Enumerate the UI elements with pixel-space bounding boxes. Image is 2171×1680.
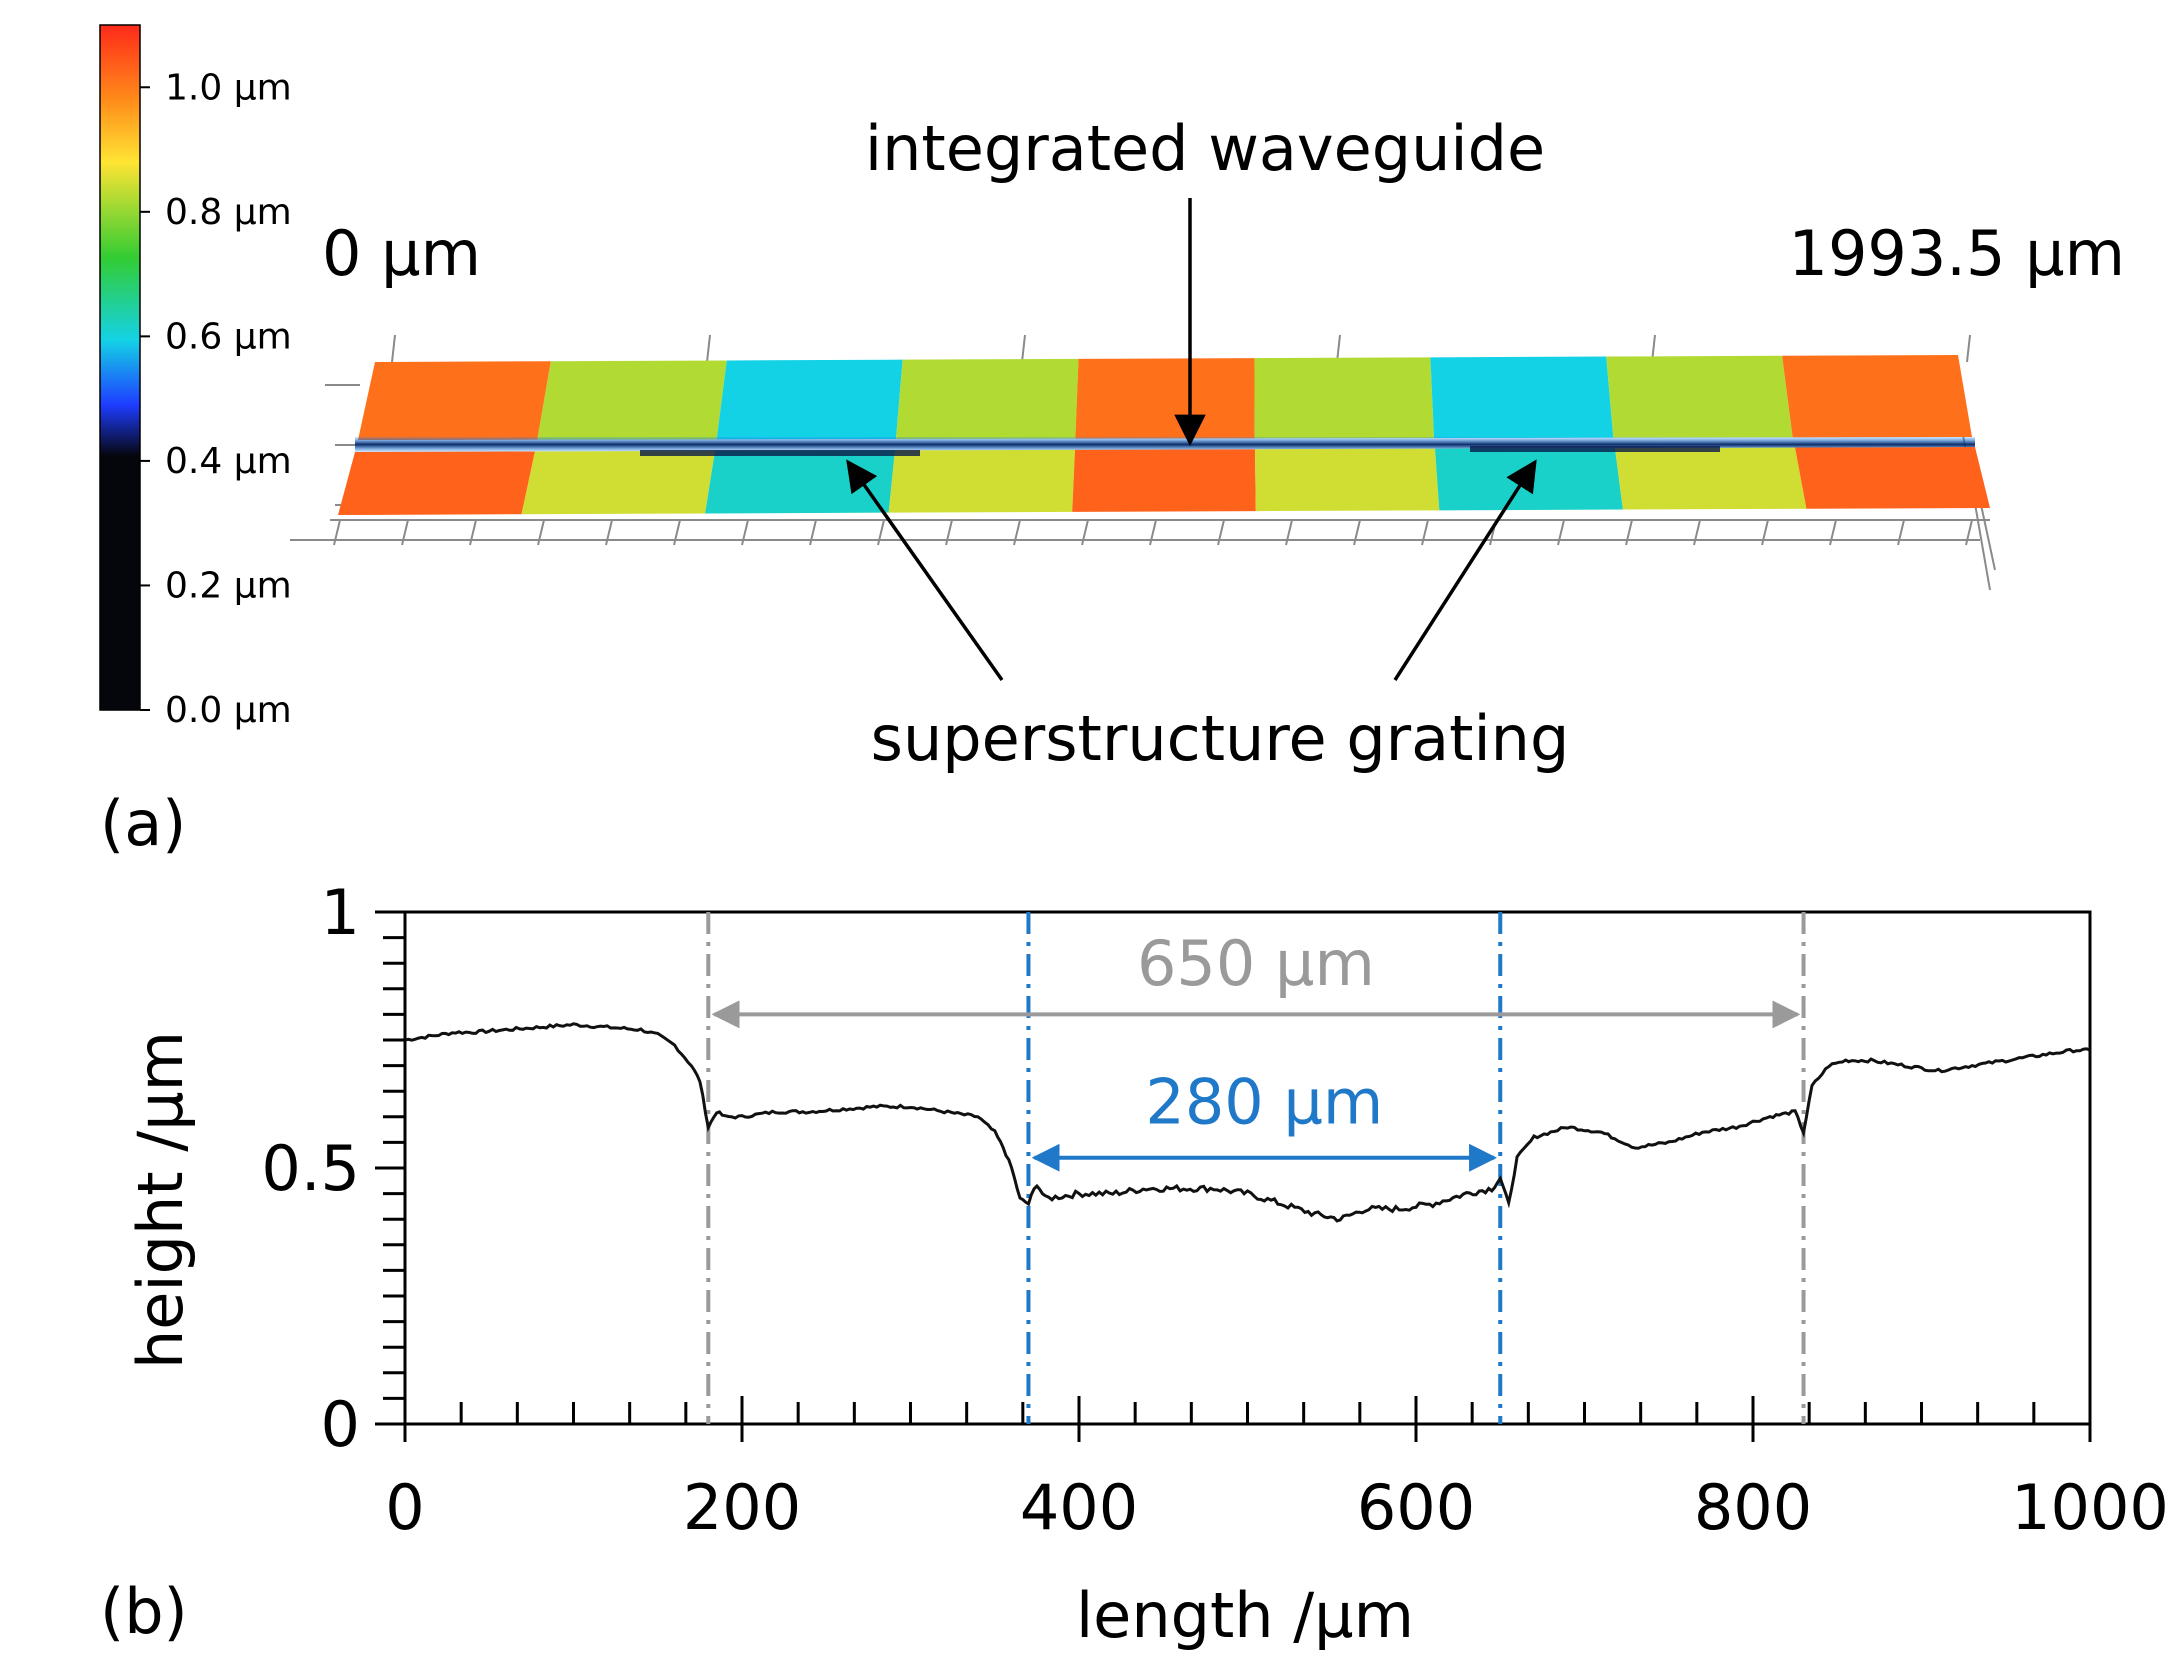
strip-segment bbox=[1255, 448, 1440, 512]
strip-segment bbox=[896, 358, 1079, 439]
strip-segment bbox=[1615, 447, 1807, 510]
y-axis-label: height /µm bbox=[124, 1031, 197, 1369]
boundary-markers bbox=[706, 912, 1806, 1424]
x-axis: 0 200 400 600 800 1000 bbox=[385, 1396, 2169, 1544]
strip-grid-tick bbox=[605, 519, 613, 546]
strip-grid-tick bbox=[1966, 334, 1971, 363]
waveguide-label: integrated waveguide bbox=[865, 112, 1545, 185]
strip-start-label: 0 µm bbox=[322, 217, 481, 290]
strip-grid-tick bbox=[1149, 519, 1157, 546]
strip-grid-tick bbox=[1421, 519, 1429, 546]
strip-grid-tick bbox=[741, 519, 749, 546]
strip-end-label: 1993.5 µm bbox=[1789, 217, 2126, 290]
strip-segment bbox=[716, 359, 903, 440]
strip-grid-tick bbox=[1081, 519, 1089, 546]
colorbar-tick-label: 0.4 µm bbox=[165, 441, 292, 482]
strip-grid-tick bbox=[945, 519, 953, 546]
colorbar bbox=[99, 24, 141, 711]
strip-grid-tick bbox=[1625, 519, 1633, 546]
x-tick-label: 1000 bbox=[2011, 1471, 2169, 1544]
strip-grid-tick bbox=[1761, 519, 1769, 546]
strip-segment bbox=[1606, 355, 1793, 438]
colorbar-tick-label: 0.8 µm bbox=[165, 192, 292, 233]
series-group bbox=[404, 1022, 2091, 1223]
strip-grid-tick bbox=[1353, 519, 1361, 546]
grating-label: superstructure grating bbox=[871, 702, 1570, 775]
span-annotations: 650 µm 280 µm bbox=[711, 927, 1801, 1172]
y-tick-label: 1 bbox=[321, 876, 360, 949]
strip-segment bbox=[537, 360, 727, 440]
strip-segment bbox=[338, 451, 535, 515]
strip-segment bbox=[1075, 358, 1255, 439]
strip-segment bbox=[888, 449, 1075, 513]
strip-grid-tick bbox=[401, 519, 409, 546]
panel-b-label: (b) bbox=[100, 1575, 188, 1648]
grating-arrow-right bbox=[1393, 459, 1537, 681]
x-axis-label: length /µm bbox=[1076, 1579, 1414, 1652]
x-tick-label: 600 bbox=[1357, 1471, 1475, 1544]
strip-segment bbox=[705, 450, 895, 514]
waveguide-dark-trough-2 bbox=[1470, 446, 1720, 452]
span-label: 280 µm bbox=[1145, 1065, 1383, 1138]
y-tick-label: 0 bbox=[321, 1388, 360, 1461]
strip-segment bbox=[1795, 447, 1990, 509]
strip-grid-tick bbox=[469, 519, 477, 546]
grating-arrow-left bbox=[846, 459, 1004, 682]
strip-grid-tick bbox=[1965, 519, 1973, 546]
y-axis: 00.51 bbox=[261, 876, 405, 1461]
span-label: 650 µm bbox=[1137, 927, 1375, 1000]
x-tick-label: 400 bbox=[1020, 1471, 1138, 1544]
strip-grid-tick bbox=[1021, 334, 1026, 363]
x-tick-label: 200 bbox=[683, 1471, 801, 1544]
strip-grid-tick bbox=[877, 519, 885, 546]
strip-grid-tick bbox=[1285, 519, 1293, 546]
series-line bbox=[404, 1022, 2091, 1223]
height-map-strip bbox=[338, 355, 1990, 515]
strip-segment bbox=[358, 361, 551, 440]
strip-grid-ticks bbox=[333, 334, 1973, 546]
colorbar-ticks: 1.0 µm 0.8 µm 0.6 µm 0.4 µm 0.2 µm 0.0 µm bbox=[140, 67, 292, 731]
strip-grid-tick bbox=[537, 519, 545, 546]
panel-a-label: (a) bbox=[100, 787, 186, 860]
colorbar-tick-label: 1.0 µm bbox=[165, 67, 292, 108]
strip-grid-tick bbox=[1217, 519, 1225, 546]
strip-segment bbox=[1430, 356, 1614, 438]
strip-grid-tick bbox=[1557, 519, 1565, 546]
colorbar-tick-label: 0.0 µm bbox=[165, 690, 292, 731]
strip-grid-tick bbox=[1897, 519, 1905, 546]
colorbar-tick-label: 0.6 µm bbox=[165, 316, 292, 357]
strip-segment bbox=[1782, 355, 1972, 438]
strip-grid-tick bbox=[809, 519, 817, 546]
strip-grid-tick bbox=[1693, 519, 1701, 546]
strip-segment bbox=[1072, 449, 1256, 512]
strip-segment bbox=[521, 450, 715, 515]
strip-grid-tick bbox=[1336, 334, 1341, 363]
strip-grid-tick bbox=[673, 519, 681, 546]
y-tick-label: 0.5 bbox=[261, 1132, 360, 1205]
waveguide-dark-trough-1 bbox=[640, 450, 920, 456]
strip-grid-tick bbox=[333, 519, 341, 546]
x-tick-label: 0 bbox=[385, 1471, 424, 1544]
panel-a: 1.0 µm 0.8 µm 0.6 µm 0.4 µm 0.2 µm 0.0 µm (a)… bbox=[99, 24, 2126, 860]
colorbar-tick-label: 0.2 µm bbox=[165, 565, 292, 606]
strip-segment bbox=[1435, 448, 1623, 511]
strip-segment bbox=[1254, 357, 1434, 439]
strip-grid-tick bbox=[391, 334, 396, 363]
strip-grid-tick bbox=[706, 334, 711, 363]
strip-grid-tick bbox=[1829, 519, 1837, 546]
strip-grid-tick bbox=[1013, 519, 1021, 546]
x-tick-label: 800 bbox=[1694, 1471, 1812, 1544]
